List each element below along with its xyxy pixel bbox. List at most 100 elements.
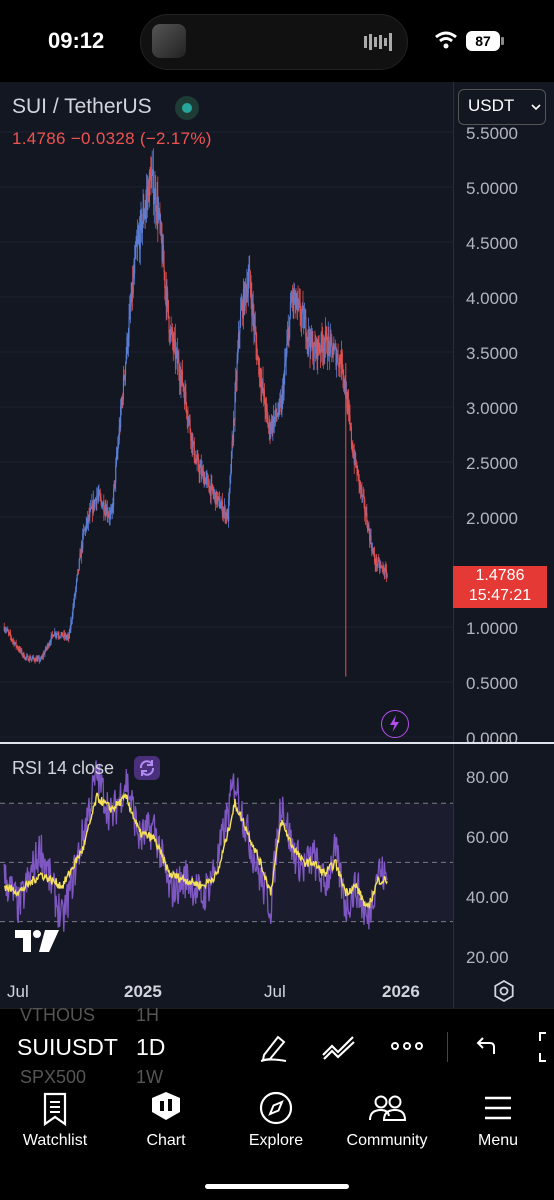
candle-body	[16, 646, 18, 648]
candle-body	[341, 352, 343, 371]
candle-body	[187, 419, 189, 422]
candle-body	[376, 558, 378, 566]
candle-body	[82, 533, 84, 548]
nav-chart[interactable]	[116, 1090, 216, 1131]
undo-icon[interactable]	[474, 1035, 498, 1057]
rsi-tick-label: 20.00	[466, 948, 509, 967]
candle-body	[132, 282, 134, 294]
candle-body	[381, 566, 383, 568]
candle-body	[214, 492, 216, 505]
candle-body	[130, 300, 132, 307]
nav-community-label: Community	[346, 1132, 428, 1149]
candle-body	[189, 419, 191, 432]
candle-body	[277, 415, 279, 417]
candle-body	[12, 640, 14, 642]
candle-body	[120, 405, 122, 407]
candle-body	[28, 657, 31, 661]
nav-explore[interactable]	[226, 1090, 326, 1131]
rsi-lines	[3, 760, 388, 932]
candle-body	[377, 559, 379, 566]
candle-body	[320, 333, 322, 353]
candle-body	[138, 234, 140, 237]
indicators-icon[interactable]	[321, 1033, 357, 1061]
candle-body	[322, 342, 324, 353]
candle-body	[305, 339, 308, 343]
candle-body	[268, 422, 270, 430]
candle-body	[140, 213, 142, 217]
candle-body	[353, 454, 355, 464]
symbol-picker-ghost: VTHOUS	[20, 1005, 96, 1025]
candle-body	[36, 658, 38, 662]
price-chart[interactable]	[0, 82, 453, 742]
nav-community[interactable]	[337, 1090, 437, 1131]
candle-body	[244, 283, 246, 311]
rsi-indicator-label[interactable]: RSI 14 close	[12, 758, 115, 778]
nav-watchlist[interactable]	[5, 1090, 105, 1131]
candle-body	[321, 333, 323, 343]
candle-body	[106, 507, 108, 516]
fullscreen-icon[interactable]	[536, 1031, 554, 1063]
more-icon[interactable]	[391, 1040, 423, 1052]
candle-body	[16, 646, 19, 649]
candle-body	[115, 464, 117, 483]
pane-divider[interactable]	[0, 742, 554, 744]
time-tick-label: 2026	[382, 982, 420, 1001]
candle-body	[295, 291, 297, 309]
candle-body	[183, 391, 186, 404]
candle-body	[262, 380, 264, 393]
nav-menu[interactable]	[448, 1090, 548, 1131]
candle-body	[272, 416, 275, 428]
refresh-icon[interactable]	[134, 756, 160, 780]
candle-body	[110, 510, 113, 512]
candle-body	[231, 440, 233, 452]
candle-body	[351, 442, 353, 449]
price-tick-label: 0.0000	[466, 729, 518, 748]
candle-body	[115, 455, 117, 465]
candle-body	[291, 295, 293, 302]
candle-body	[347, 401, 349, 412]
candle-body	[166, 291, 168, 308]
candle-body	[10, 636, 12, 639]
candle-body	[80, 544, 82, 558]
candle-body	[354, 453, 356, 464]
candle-body	[282, 386, 284, 395]
candle-body	[179, 380, 181, 385]
candle-body	[367, 525, 369, 531]
candle-body	[227, 511, 229, 522]
candle-body	[352, 448, 354, 457]
candle-body	[153, 170, 155, 205]
candle-body	[232, 440, 234, 443]
candle-body	[101, 500, 103, 508]
candle-body	[281, 394, 283, 412]
candle-body	[134, 247, 136, 259]
candle-body	[15, 642, 17, 647]
candle-body	[44, 651, 46, 655]
rsi-chart[interactable]	[0, 744, 453, 966]
lightning-icon[interactable]	[381, 710, 409, 738]
settings-icon[interactable]	[493, 980, 515, 1002]
candle-body	[174, 339, 176, 341]
candle-body	[241, 302, 243, 308]
draw-icon[interactable]	[258, 1031, 290, 1063]
candle-body	[223, 507, 225, 511]
candle-body	[82, 530, 85, 534]
candle-body	[153, 199, 155, 205]
symbol-title[interactable]: SUI / TetherUS	[12, 95, 152, 118]
candle-body	[50, 635, 52, 643]
candle-body	[160, 222, 162, 225]
candle-body	[160, 222, 162, 240]
candle-body	[163, 266, 165, 272]
symbol-picker[interactable]: SUIUSDT	[17, 1034, 118, 1060]
currency-select[interactable]: USDT	[458, 89, 546, 125]
candle-body	[154, 189, 156, 200]
now-playing-artwork	[152, 24, 186, 58]
candle-body	[49, 642, 52, 644]
candle-body	[132, 275, 134, 294]
candle-body	[113, 488, 115, 507]
candle-body	[19, 648, 21, 652]
candle-body	[133, 273, 135, 276]
candle-body	[360, 487, 362, 490]
interval-picker[interactable]: 1D	[136, 1034, 166, 1060]
candle-body	[265, 403, 267, 412]
candle-body	[169, 329, 171, 340]
